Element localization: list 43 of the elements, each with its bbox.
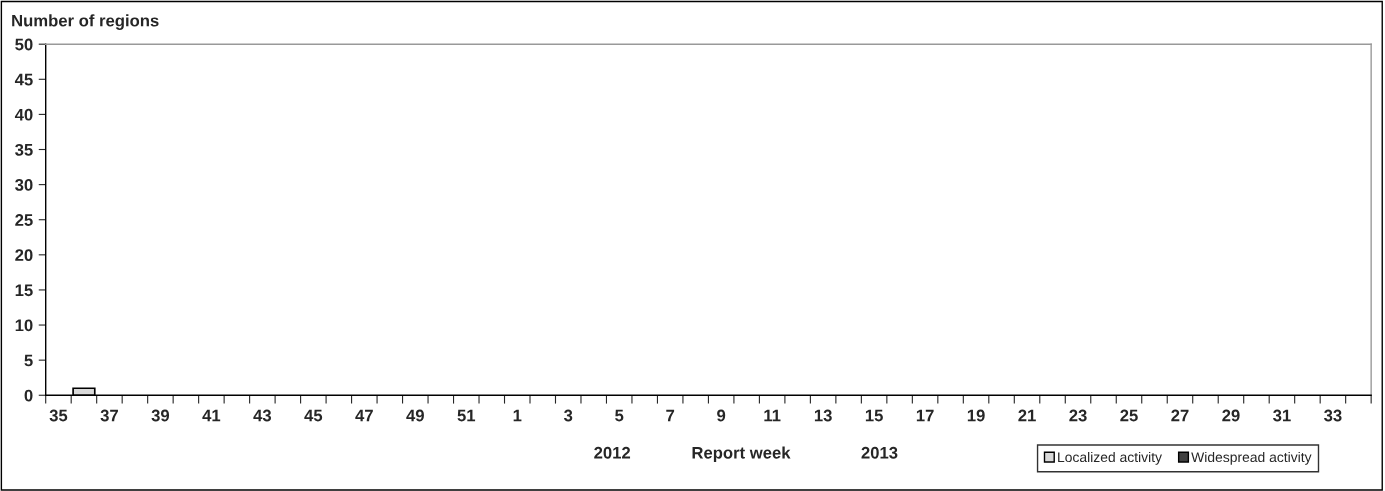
x-tick-label: 21: [1018, 409, 1036, 422]
y-tick-label: 10: [15, 319, 33, 332]
x-tick-label: 45: [304, 409, 323, 422]
y-tick-label: 15: [15, 284, 33, 297]
x-tick-label: 17: [916, 409, 934, 422]
y-tick-label: 45: [14, 73, 33, 86]
y-tick-label: 20: [15, 249, 33, 262]
x-tick-label: 39: [151, 409, 170, 422]
x-tick-label: 51: [457, 409, 476, 422]
x-tick-label: 47: [355, 409, 373, 422]
y-tick-label: 50: [15, 38, 33, 51]
x-tick-label: 23: [1069, 409, 1087, 422]
x-tick-label: 29: [1222, 409, 1240, 422]
x-tick-label: 1: [513, 409, 522, 422]
x-tick-label: 31: [1273, 409, 1291, 422]
y-tick-label: 5: [24, 354, 33, 367]
legend-label: Widespread activity: [1191, 451, 1312, 465]
x-tick-label: 13: [814, 409, 832, 422]
x-tick-label: 35: [49, 409, 68, 422]
text: 2013: [861, 446, 898, 459]
x-tick-label: 25: [1120, 409, 1138, 422]
x-tick-label: 43: [253, 409, 272, 422]
x-tick-label: 15: [865, 409, 883, 422]
x-tick-label: 27: [1171, 409, 1189, 422]
x-tick-label: 19: [967, 409, 985, 422]
x-tick-label: 7: [666, 409, 675, 422]
x-tick-label: 11: [764, 409, 781, 422]
x-tick-label: 49: [406, 409, 424, 422]
x-tick-label: 5: [615, 409, 624, 422]
x-tick-label: 9: [717, 409, 726, 422]
y-tick-label: 25: [15, 214, 33, 226]
x-tick-label: 3: [563, 409, 573, 422]
legend-label: Localized activity: [1058, 451, 1162, 465]
x-axis-title: Report week: [692, 446, 791, 462]
y-tick-label: 30: [15, 179, 33, 191]
y-tick-label: 0: [24, 389, 33, 402]
text: 2012: [594, 446, 631, 459]
y-tick-label: 40: [14, 108, 33, 121]
x-tick-label: 37: [100, 409, 118, 422]
y-tick-label: 35: [15, 143, 33, 156]
y-axis-title: Number of regions: [12, 14, 159, 30]
x-tick-label: 41: [202, 409, 221, 422]
x-tick-label: 33: [1324, 409, 1342, 422]
